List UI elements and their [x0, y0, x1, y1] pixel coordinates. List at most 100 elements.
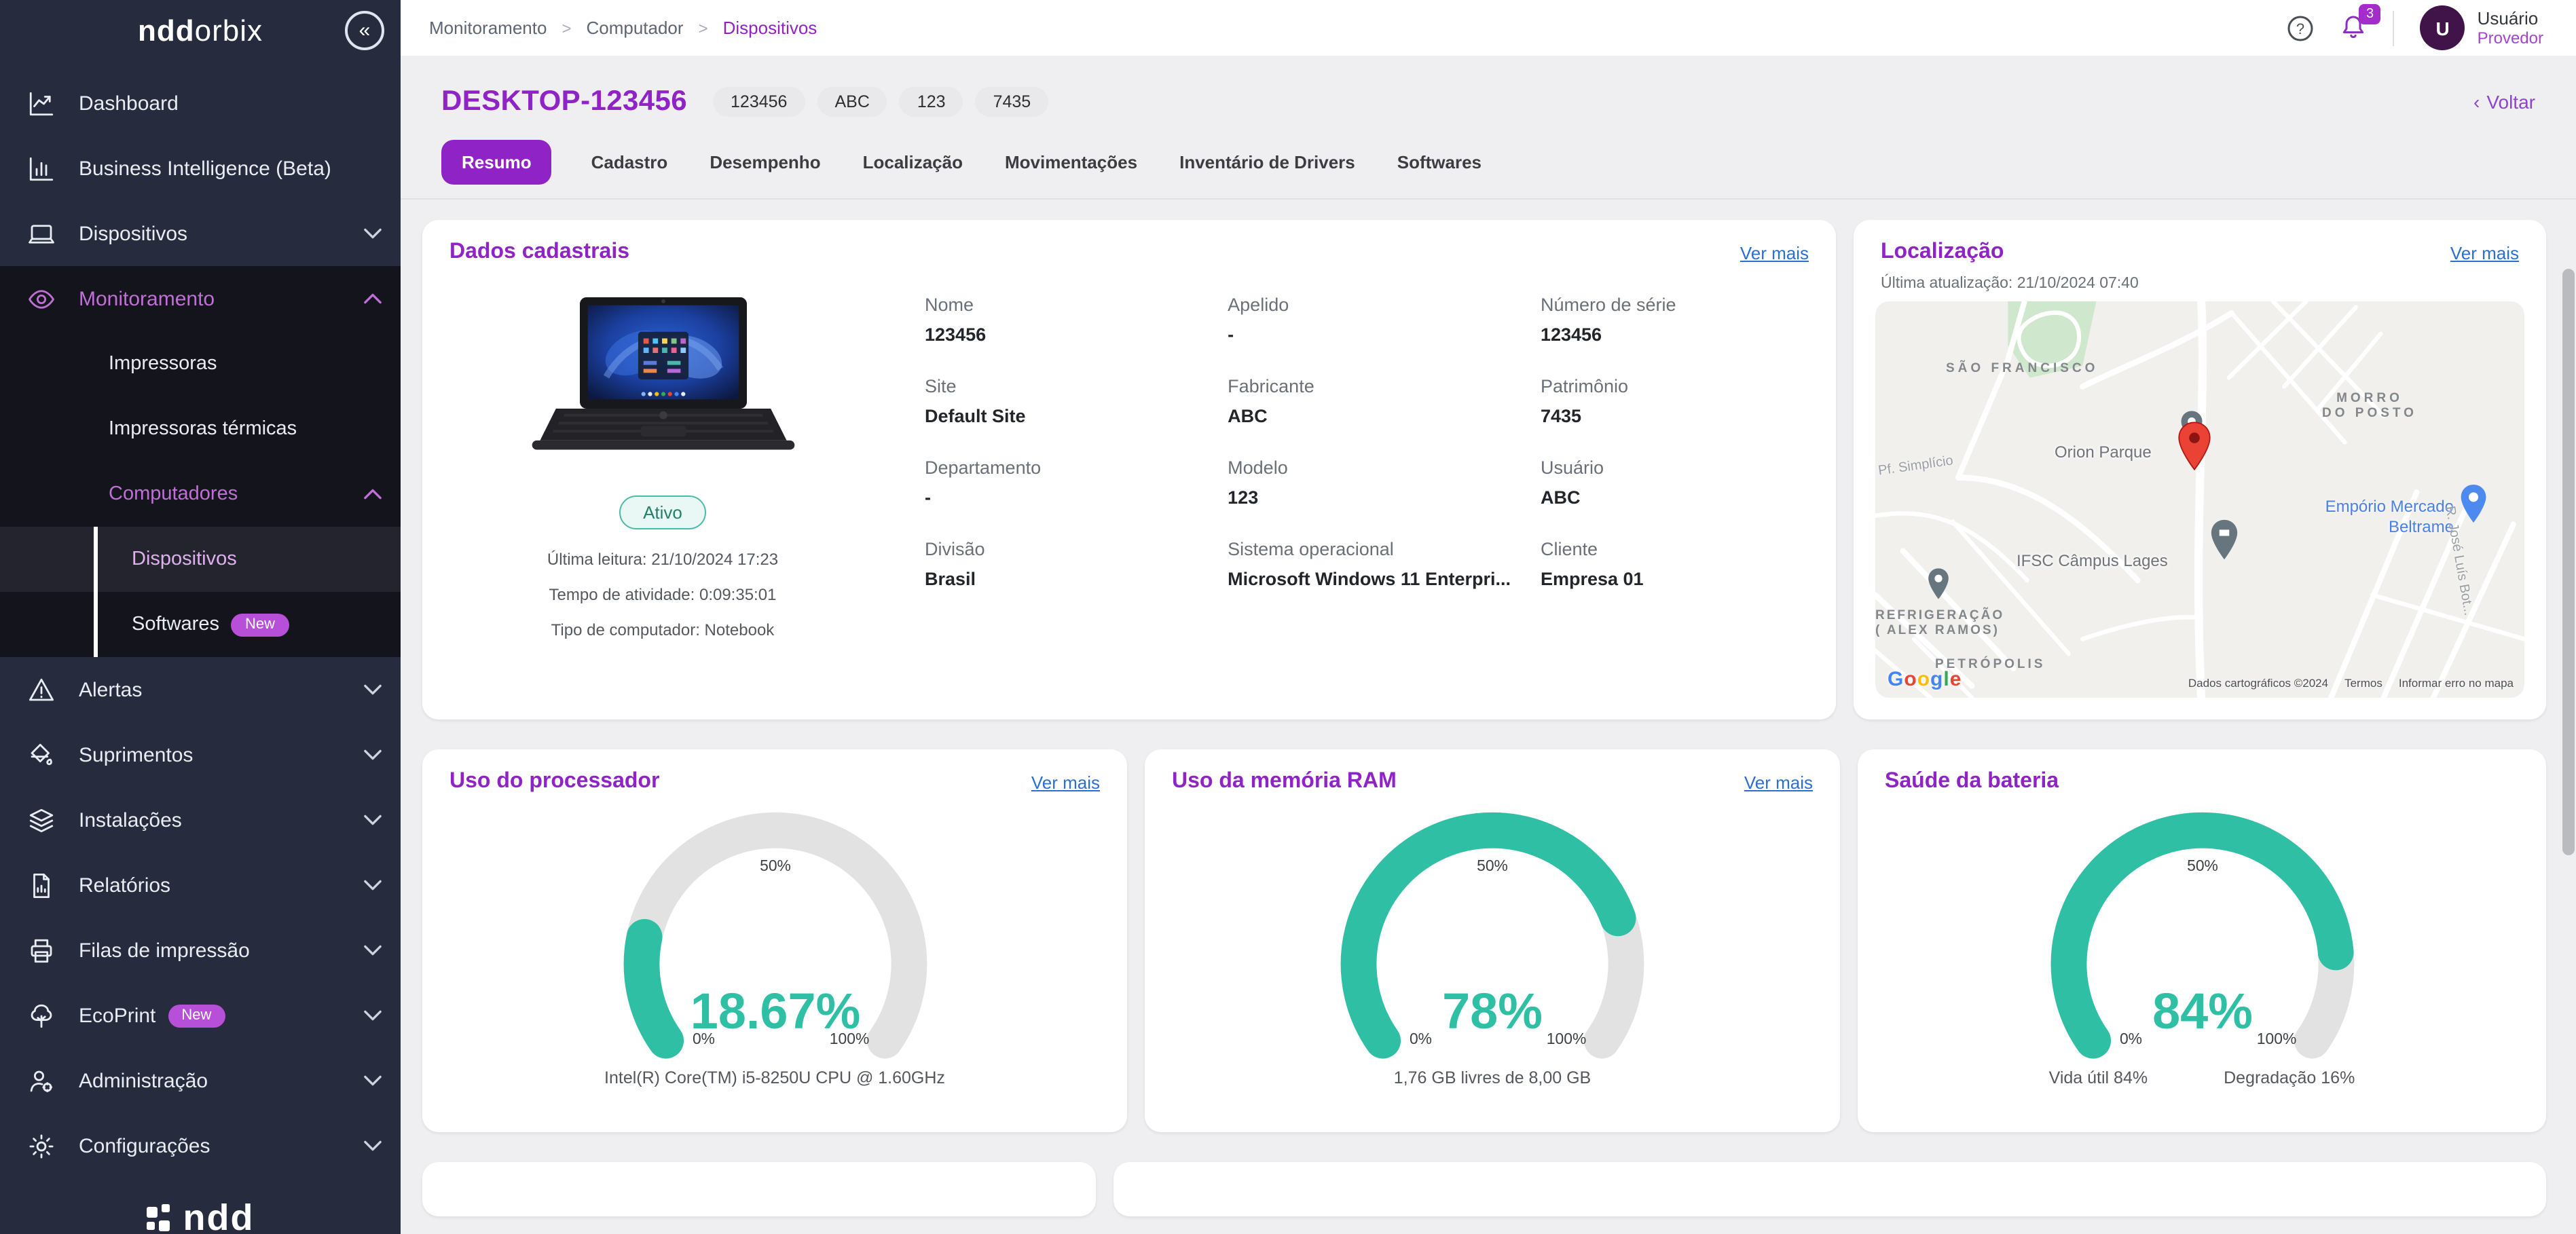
field: Divisão Brasil: [925, 539, 1198, 589]
map-attribution: Dados cartográficos ©2024 Termos Informa…: [2188, 676, 2514, 690]
device-tag: 123: [899, 87, 963, 117]
sidebar-item-computadores-softwares[interactable]: Softwares New: [0, 592, 401, 657]
field-label: Patrimônio: [1540, 376, 1629, 396]
user-menu[interactable]: U Usuário Provedor: [2420, 5, 2543, 50]
map-street-label: PETRÓPOLIS: [1935, 657, 2046, 672]
tab-localiza-o[interactable]: Localização: [860, 140, 965, 185]
sidebar-item-relatorios[interactable]: Relatórios: [0, 853, 401, 918]
monitoring-icon: [24, 282, 57, 315]
sidebar-item-label: Impressoras: [109, 353, 217, 375]
sidebar-item-monitoramento[interactable]: Monitoramento: [0, 266, 401, 331]
google-logo-letter: G: [1888, 668, 1905, 691]
breadcrumb-item[interactable]: Computador: [586, 18, 684, 38]
sidebar-item-dashboard[interactable]: Dashboard: [0, 71, 401, 136]
cpu-usage-card: Uso do processador Ver mais 50% 0% 100% …: [422, 749, 1127, 1132]
map-poi-blue-label: Empório Mercado Beltrame: [2325, 497, 2454, 536]
brand-logo-light: orbix: [194, 14, 263, 48]
registration-data-card: Dados cadastrais Ver mais: [422, 220, 1836, 719]
google-logo-letter: l: [1943, 668, 1950, 691]
notification-count-badge: 3: [2359, 4, 2381, 24]
tab-desempenho[interactable]: Desempenho: [707, 140, 823, 185]
breadcrumb-item[interactable]: Dispositivos: [722, 18, 817, 38]
notifications-bell-icon[interactable]: 3: [2340, 4, 2381, 42]
ram-ver-mais-link[interactable]: Ver mais: [1744, 772, 1813, 792]
field-value: 123456: [1540, 324, 1602, 345]
sidebar-item-impressoras-termicas[interactable]: Impressoras térmicas: [0, 396, 401, 462]
help-icon[interactable]: ?: [2287, 14, 2315, 41]
google-logo[interactable]: Google: [1888, 668, 1962, 691]
scrollbar-thumb[interactable]: [2562, 269, 2575, 855]
sidebar-item-instalacoes[interactable]: Instalações: [0, 787, 401, 853]
cpu-caption: Intel(R) Core(TM) i5-8250U CPU @ 1.60GHz: [604, 1068, 945, 1087]
svg-text:84%: 84%: [2152, 983, 2252, 1039]
sidebar-collapse-button[interactable]: «: [345, 11, 384, 50]
sidebar-item-impressoras[interactable]: Impressoras: [0, 331, 401, 396]
sidebar: nddorbix « Dashboard Business Intelligenc…: [0, 0, 401, 1234]
sidebar-item-computadores-dispositivos[interactable]: Dispositivos: [0, 527, 401, 592]
map[interactable]: SÃO FRANCISCO MORRO DO POSTO Orion Parqu…: [1875, 301, 2524, 698]
field-value: 123: [1228, 487, 1259, 508]
sidebar-item-label: Dashboard: [79, 92, 179, 115]
battery-gauge: 50% 0% 100% 84%: [2050, 812, 2354, 1059]
tab-cadastro[interactable]: Cadastro: [589, 140, 671, 185]
device-tags: 123456 ABC 123 7435: [713, 87, 1049, 117]
cpu-ver-mais-link[interactable]: Ver mais: [1031, 772, 1100, 792]
sidebar-item-label: EcoPrint: [79, 1004, 156, 1027]
sidebar-item-business-intelligence[interactable]: Business Intelligence (Beta): [0, 136, 401, 201]
chevron-down-icon: [364, 684, 382, 695]
field-value: 123456: [925, 324, 987, 345]
sidebar-item-alertas[interactable]: Alertas: [0, 657, 401, 722]
field: Número de série 123456: [1541, 295, 1801, 345]
user-role: Provedor: [2477, 29, 2543, 48]
sidebar-item-computadores[interactable]: Computadores: [0, 462, 401, 527]
sidebar-item-administracao[interactable]: Administração: [0, 1048, 401, 1113]
dados-ver-mais-link[interactable]: Ver mais: [1740, 242, 1809, 263]
field-label: Apelido: [1228, 295, 1289, 315]
breadcrumb-item[interactable]: Monitoramento: [429, 18, 547, 38]
field-value: ABC: [1540, 487, 1581, 508]
sidebar-item-dispositivos[interactable]: Dispositivos: [0, 201, 401, 266]
svg-text:50%: 50%: [1477, 857, 1508, 874]
location-card: Localização Ver mais Última atualização:…: [1854, 220, 2546, 719]
sidebar-item-label: Business Intelligence (Beta): [79, 157, 331, 180]
tab-resumo[interactable]: Resumo: [441, 140, 552, 185]
fields-grid: Nome 123456 Apelido - Número de série 123456 S…: [887, 276, 1801, 719]
device-tag: ABC: [817, 87, 887, 117]
google-logo-letter: o: [1904, 668, 1917, 691]
sidebar-item-suprimentos[interactable]: Suprimentos: [0, 722, 401, 787]
card-title: Uso da memória RAM: [1172, 770, 1397, 793]
tab-movimenta-es[interactable]: Movimentações: [1002, 140, 1140, 185]
sidebar-logo-row: nddorbix «: [0, 0, 401, 62]
google-logo-letter: o: [1917, 668, 1931, 691]
sidebar-item-configuracoes[interactable]: Configurações: [0, 1113, 401, 1178]
field-value: Empresa 01: [1540, 569, 1644, 589]
svg-text:50%: 50%: [2186, 857, 2218, 874]
queues-icon: [24, 934, 57, 967]
device-tag: 7435: [975, 87, 1049, 117]
tab-softwares[interactable]: Softwares: [1395, 140, 1484, 185]
alerts-icon: [24, 673, 57, 706]
field-value: 7435: [1540, 406, 1582, 426]
battery-captions: Vida útil 84% Degradação 16%: [1858, 1068, 2546, 1104]
svg-text:100%: 100%: [1547, 1030, 1586, 1047]
partial-card: [422, 1162, 1096, 1216]
device-tabs: Resumo Cadastro Desempenho Localização Movim…: [441, 140, 2546, 185]
location-ver-mais-link[interactable]: Ver mais: [2450, 242, 2519, 263]
sidebar-item-filas-de-impressao[interactable]: Filas de impressão: [0, 918, 401, 983]
google-logo-letter: g: [1930, 668, 1944, 691]
card-title: Uso do processador: [449, 770, 660, 793]
device-header: DESKTOP-123456 123456 ABC 123 7435 ‹ Voltar: [441, 86, 2535, 118]
sidebar-menu: Dashboard Business Intelligence (Beta) Dis…: [0, 71, 401, 1178]
field-label: Número de série: [1540, 295, 1676, 315]
new-badge: New: [168, 1004, 225, 1027]
sidebar-item-label: Monitoramento: [79, 287, 215, 310]
map-report-link[interactable]: Informar erro no mapa: [2398, 676, 2514, 690]
back-button[interactable]: ‹ Voltar: [2473, 91, 2535, 113]
map-terms-link[interactable]: Termos: [2344, 676, 2382, 690]
sidebar-item-label: Suprimentos: [79, 743, 194, 766]
cpu-gauge: 50% 0% 100% 18.67%: [623, 812, 927, 1059]
chevron-up-icon: [364, 489, 382, 500]
sidebar-item-ecoprint[interactable]: EcoPrint New: [0, 983, 401, 1048]
tab-invent-rio-de-drivers[interactable]: Inventário de Drivers: [1177, 140, 1358, 185]
sidebar-item-label: Instalações: [79, 808, 182, 831]
